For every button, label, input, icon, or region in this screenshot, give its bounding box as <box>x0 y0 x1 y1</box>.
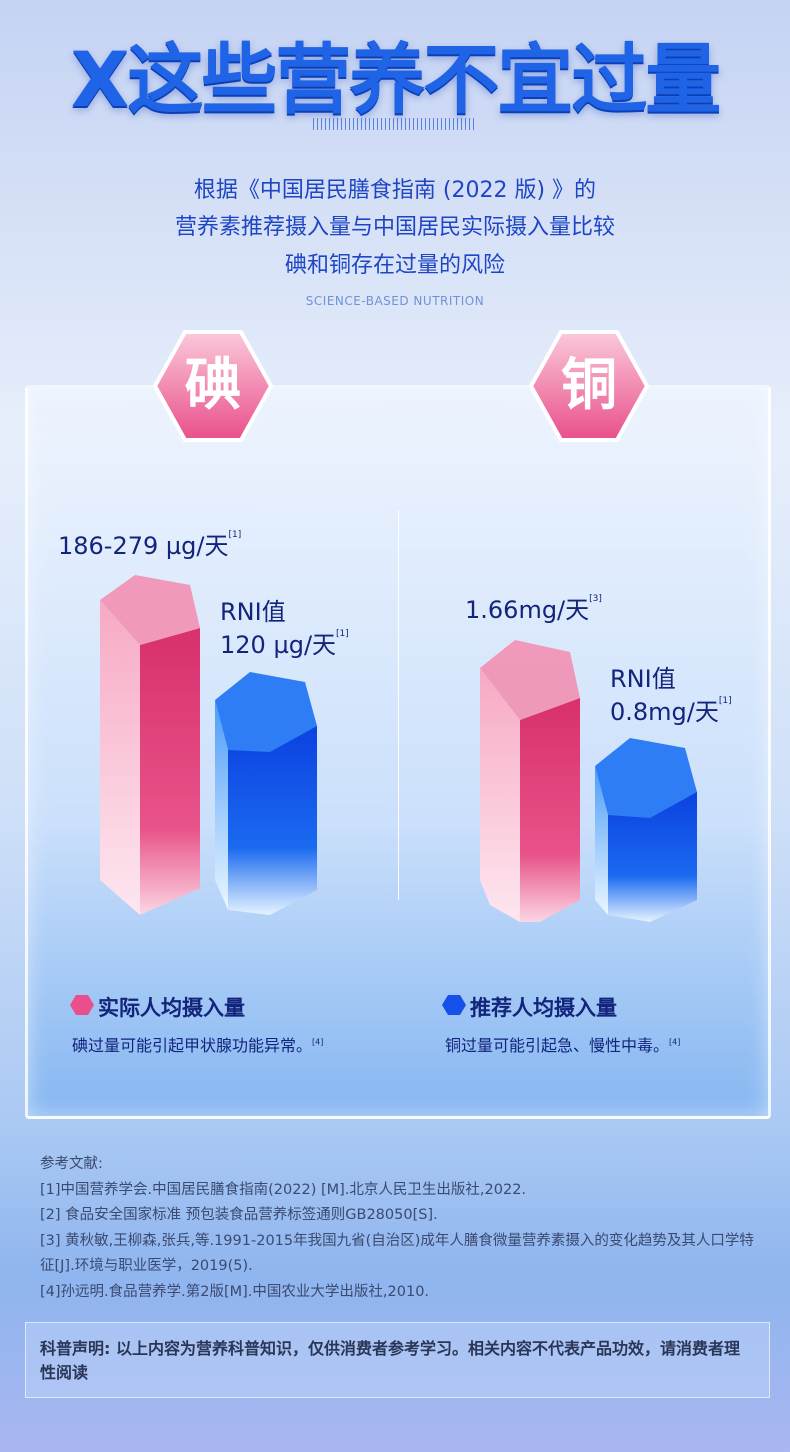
iodine-rni-title: RNI值 <box>220 598 286 626</box>
badge-label-copper: 铜 <box>561 353 617 418</box>
iodine-rni-value: 120 µg/天[1] <box>220 625 349 660</box>
legend-blue-hex-icon <box>442 995 466 1015</box>
copper-note: 铜过量可能引起急、慢性中毒。[4] <box>445 1032 680 1056</box>
copper-rni-value: 0.8mg/天[1] <box>610 692 732 727</box>
copper-rni-title: RNI值 <box>610 665 676 693</box>
iodine-note: 碘过量可能引起甲状腺功能异常。[4] <box>72 1032 323 1056</box>
reference-item: [4]孙远明.食品营养学.第2版[M].中国农业大学出版社,2010. <box>40 1283 430 1300</box>
iodine-note-text: 碘过量可能引起甲状腺功能异常。 <box>72 1036 313 1055</box>
ref-marker: [1] <box>336 629 349 639</box>
reference-item: [3] 黄秋敏,王柳森,张兵,等.1991-2015年我国九省(自治区)成年人膳… <box>40 1232 754 1275</box>
ref-marker: [4] <box>669 1037 681 1047</box>
intro-line-2: 营养素推荐摄入量与中国居民实际摄入量比较 <box>174 215 615 240</box>
intro-line-3: 碘和铜存在过量的风险 <box>284 253 505 278</box>
ref-marker: [1] <box>718 696 732 706</box>
copper-actual-value: 1.66mg/天[3] <box>465 590 602 625</box>
references-title: 参考文献: <box>40 1156 103 1172</box>
ref-marker: [3] <box>589 594 602 604</box>
badge-label-iodine: 碘 <box>185 353 241 418</box>
copper-actual-text: 1.66mg/天 <box>465 596 590 624</box>
iodine-rni-text: 120 µg/天 <box>220 631 337 659</box>
ref-marker: [1] <box>228 530 242 540</box>
prism-iodine-actual <box>100 575 200 915</box>
copper-rni-text: 0.8mg/天 <box>610 698 719 726</box>
ruler-decoration <box>313 118 477 130</box>
legend-recommended: 推荐人均摄入量 <box>470 996 617 1020</box>
copper-note-text: 铜过量可能引起急、慢性中毒。 <box>445 1036 670 1055</box>
reference-item: [1]中国营养学会.中国居民膳食指南(2022) [M].北京人民卫生出版社,2… <box>40 1181 527 1198</box>
intro-line-1: 根据《中国居民膳食指南 (2022 版) 》的 <box>193 178 597 203</box>
tagline: SCIENCE-BASED NUTRITION <box>305 294 485 308</box>
legend-actual: 实际人均摄入量 <box>98 996 245 1020</box>
hexagon-badge-copper <box>528 330 650 442</box>
iodine-actual-value: 186-279 µg/天[1] <box>58 526 241 561</box>
hexagon-badge-iodine <box>152 330 274 442</box>
prism-copper-rni <box>595 738 697 922</box>
reference-item: [2] 食品安全国家标准 预包装食品营养标签通则GB28050[S]. <box>40 1207 438 1223</box>
prism-copper-actual <box>480 640 580 922</box>
references: 参考文献: [1]中国营养学会.中国居民膳食指南(2022) [M].北京人民卫… <box>40 1152 760 1305</box>
ref-marker: [4] <box>312 1037 324 1047</box>
legend-pink-hex-icon <box>70 995 94 1015</box>
iodine-actual-text: 186-279 µg/天 <box>58 532 229 560</box>
disclaimer: 科普声明: 以上内容为营养科普知识，仅供消费者参考学习。相关内容不代表产品功效，… <box>25 1322 770 1398</box>
prism-iodine-rni <box>215 672 317 915</box>
divider <box>398 510 399 900</box>
page-title: X这些营养不宜过量 <box>70 35 722 124</box>
